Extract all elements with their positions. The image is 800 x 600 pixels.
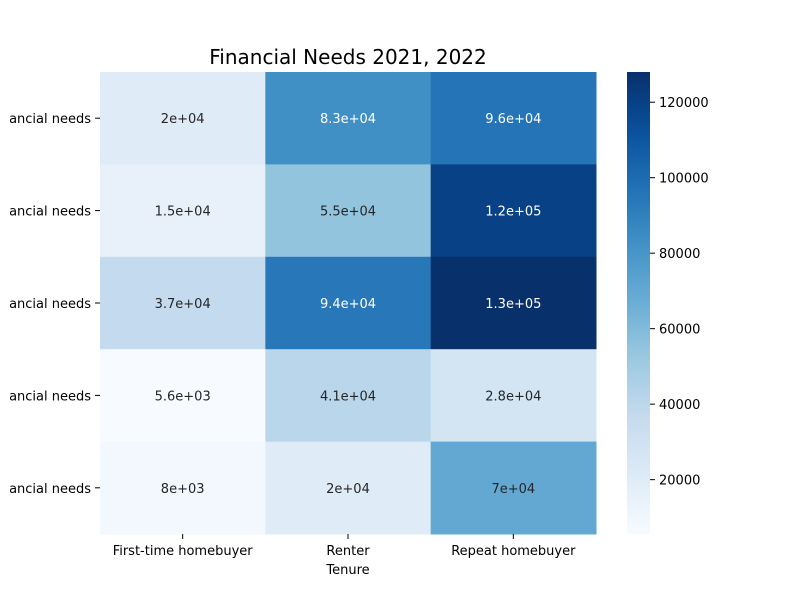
cell-value-label: 5.6e+03 <box>155 389 211 404</box>
cell-value-label: 7e+04 <box>491 482 535 497</box>
heatmap-cell <box>100 349 266 443</box>
x-tick-label: Renter <box>326 544 370 559</box>
y-tick-label: ancial needs <box>9 205 91 220</box>
heatmap-cell <box>265 72 432 165</box>
y-axis: ancial needs ancial needs ancial needs anci… <box>9 112 100 497</box>
cell-value-label: 4.1e+04 <box>320 389 376 404</box>
cell-value-label: 1.5e+04 <box>155 205 211 220</box>
cell-value-label: 2e+04 <box>326 482 370 497</box>
heatmap-cell <box>430 349 597 443</box>
heatmap-cells: 2e+04 8.3e+04 9.6e+04 1.5e+04 5.5e+04 1.2e+05… <box>100 72 597 535</box>
heatmap-cell <box>265 164 432 258</box>
heatmap-cell <box>100 441 266 535</box>
colorbar-tick-label: 40000 <box>659 398 700 413</box>
cell-value-label: 9.4e+04 <box>320 297 376 312</box>
cell-value-label: 9.6e+04 <box>485 112 541 127</box>
heatmap-cell <box>100 256 266 350</box>
colorbar-tick-label: 80000 <box>659 247 700 262</box>
heatmap-cell <box>430 72 597 165</box>
y-tick-label: ancial needs <box>9 389 91 404</box>
cell-value-label: 2.8e+04 <box>485 389 541 404</box>
y-tick-label: ancial needs <box>9 112 91 127</box>
x-tick-label: Repeat homebuyer <box>451 544 576 559</box>
heatmap-cell <box>100 72 266 165</box>
heatmap-cell <box>265 441 432 535</box>
heatmap-cell <box>265 349 432 443</box>
x-axis-label: Tenure <box>325 563 369 578</box>
cell-value-label: 1.2e+05 <box>485 205 541 220</box>
x-tick-label: First-time homebuyer <box>113 544 254 559</box>
y-tick-label: ancial needs <box>9 297 91 312</box>
cell-value-label: 8.3e+04 <box>320 112 376 127</box>
heatmap-cell <box>430 441 597 535</box>
heatmap-cell <box>430 256 597 350</box>
cell-value-label: 1.3e+05 <box>485 297 541 312</box>
x-axis: First-time homebuyer Renter Repeat homebuy… <box>113 534 576 559</box>
heatmap-cell <box>430 164 597 258</box>
colorbar-tick-label: 120000 <box>659 96 709 111</box>
y-tick-label: ancial needs <box>9 482 91 497</box>
cell-value-label: 5.5e+04 <box>320 205 376 220</box>
cell-value-label: 8e+03 <box>161 482 205 497</box>
cell-value-label: 3.7e+04 <box>155 297 211 312</box>
chart-title: Financial Needs 2021, 2022 <box>209 45 487 69</box>
colorbar-tick-label: 100000 <box>659 172 709 187</box>
colorbar <box>627 72 650 534</box>
colorbar-ticks: 20000 40000 60000 80000 100000 120000 <box>650 96 709 489</box>
cell-value-label: 2e+04 <box>161 112 205 127</box>
colorbar-tick-label: 60000 <box>659 323 700 338</box>
heatmap-cell <box>265 256 432 350</box>
colorbar-tick-label: 20000 <box>659 474 700 489</box>
heatmap-cell <box>100 164 266 258</box>
